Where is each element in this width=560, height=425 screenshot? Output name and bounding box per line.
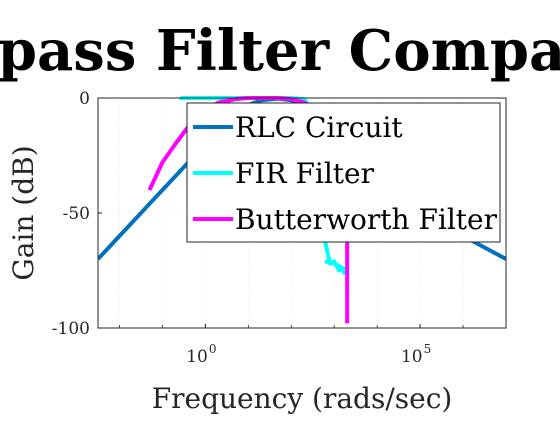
y-tick-label: 0 <box>79 89 90 109</box>
y-tick-label: -100 <box>52 319 90 339</box>
x-axis-label: Frequency (rads/sec) <box>152 382 453 415</box>
legend: RLC Circuit FIR Filter Butterworth Filter <box>186 102 501 243</box>
legend-label-butterworth-filter: Butterworth Filter <box>235 203 498 236</box>
legend-box <box>186 102 501 243</box>
legend-label-rlc-circuit: RLC Circuit <box>235 111 403 144</box>
y-axis-label: Gain (dB) <box>7 145 40 280</box>
legend-label-fir-filter: FIR Filter <box>235 157 375 190</box>
chart-title: Bandpass Filter Comparison <box>0 18 560 84</box>
y-tick-label: -50 <box>63 204 90 224</box>
